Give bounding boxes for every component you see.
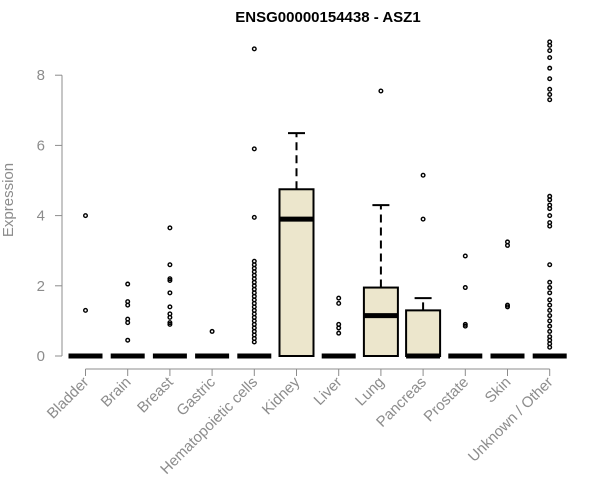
outlier-point (547, 290, 553, 296)
outlier-point (125, 281, 131, 287)
outlier-point (547, 55, 553, 61)
outlier-point (547, 76, 553, 82)
outlier-point (547, 323, 553, 329)
outlier-point (547, 297, 553, 303)
outlier-point (547, 48, 553, 54)
x-tick-label: Breast (134, 373, 177, 416)
box-skin (490, 239, 525, 359)
outlier-point (547, 65, 553, 71)
outlier-point (547, 344, 553, 350)
outlier-point (547, 328, 553, 334)
y-tick-label: 8 (37, 67, 45, 84)
outlier-point (547, 262, 553, 268)
outlier-point (462, 253, 468, 259)
outlier-point (547, 223, 553, 229)
outlier-point (125, 320, 131, 326)
y-tick-label: 0 (37, 348, 45, 365)
outlier-point (336, 325, 342, 331)
outlier-point (167, 321, 173, 327)
outlier-point (547, 213, 553, 219)
y-tick-label: 2 (37, 278, 45, 295)
plot-area (68, 39, 567, 359)
box-breast (152, 225, 187, 359)
outlier-point (462, 285, 468, 291)
outlier-point (167, 314, 173, 320)
outlier-point (547, 86, 553, 92)
box-hematopoietic-cells (237, 46, 272, 359)
outlier-point (167, 276, 173, 282)
outlier-point (547, 302, 553, 308)
outlier-point (547, 42, 553, 48)
outlier-point (251, 46, 257, 52)
outlier-point (505, 304, 511, 310)
outlier-point (378, 88, 384, 94)
outlier-point (462, 323, 468, 329)
x-tick-label: Prostate (421, 374, 473, 426)
x-tick-label: Kidney (259, 373, 304, 418)
outlier-point (167, 262, 173, 268)
x-tick-label: Bladder (44, 374, 93, 423)
outlier-point (251, 214, 257, 220)
outlier-point (82, 307, 88, 313)
y-tick-label: 6 (37, 137, 45, 154)
box-pancreas (405, 172, 442, 359)
box-brain (110, 281, 145, 359)
outlier-point (82, 213, 88, 219)
outlier-point (167, 278, 173, 284)
outlier-point (167, 225, 173, 231)
box-kidney (278, 132, 315, 357)
outlier-point (547, 197, 553, 203)
outlier-point (547, 279, 553, 285)
box-liver (321, 295, 356, 359)
y-axis-label: Expression (0, 163, 17, 237)
box-iqr (278, 188, 315, 357)
outlier-point (462, 321, 468, 327)
outlier-point (167, 304, 173, 310)
outlier-point (505, 242, 511, 248)
outlier-point (167, 320, 173, 326)
chart-title: ENSG00000154438 - ASZ1 (235, 9, 420, 26)
y-axis: 0 2 4 6 8 (37, 67, 63, 365)
outlier-point (336, 295, 342, 301)
outlier-point (125, 337, 131, 343)
box-prostate (448, 253, 483, 359)
outlier-point (547, 92, 553, 98)
outlier-point (167, 290, 173, 296)
box-unknown-other (532, 39, 567, 359)
box-lung (362, 88, 399, 357)
outlier-point (505, 302, 511, 308)
outlier-point (547, 318, 553, 324)
outlier-point (125, 302, 131, 308)
x-tick-label: Skin (482, 374, 515, 407)
x-tick-label: Liver (311, 374, 346, 409)
outlier-point (547, 307, 553, 313)
outlier-point (251, 339, 257, 345)
box-bladder (68, 213, 103, 359)
outlier-point (547, 285, 553, 291)
outlier-point (251, 146, 257, 152)
outlier-point (547, 313, 553, 319)
x-tick-label: Lung (352, 374, 388, 410)
box-iqr (362, 286, 399, 357)
outlier-point (420, 172, 426, 178)
y-tick-label: 4 (37, 208, 45, 225)
box-iqr (405, 309, 442, 357)
x-tick-label: Brain (98, 374, 135, 411)
outlier-point (209, 328, 215, 334)
outlier-point (336, 300, 342, 306)
outlier-point (547, 206, 553, 212)
outlier-point (547, 97, 553, 103)
outlier-point (420, 216, 426, 222)
box-gastric (195, 328, 230, 359)
outlier-point (336, 330, 342, 336)
